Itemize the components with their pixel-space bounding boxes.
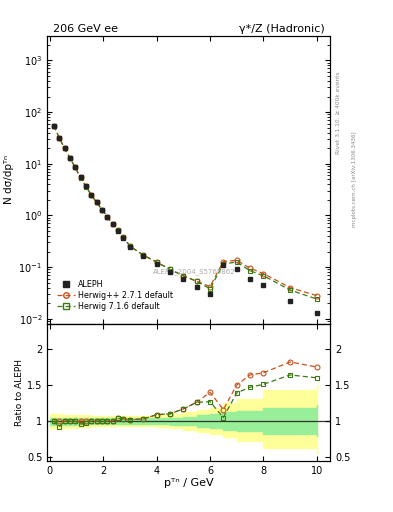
Text: γ*/Z (Hadronic): γ*/Z (Hadronic)	[239, 25, 325, 34]
Y-axis label: N dσ/dpᵀⁿ: N dσ/dpᵀⁿ	[4, 155, 14, 204]
Text: ALEPH_2004_S5765862: ALEPH_2004_S5765862	[153, 268, 236, 275]
X-axis label: pᵀⁿ / GeV: pᵀⁿ / GeV	[164, 478, 213, 488]
Legend: ALEPH, Herwig++ 2.7.1 default, Herwig 7.1.6 default: ALEPH, Herwig++ 2.7.1 default, Herwig 7.…	[54, 276, 176, 314]
Y-axis label: Ratio to ALEPH: Ratio to ALEPH	[15, 359, 24, 426]
Text: mcplots.cern.ch [arXiv:1306.3436]: mcplots.cern.ch [arXiv:1306.3436]	[352, 132, 357, 227]
Text: 206 GeV ee: 206 GeV ee	[53, 25, 118, 34]
Text: Rivet 3.1.10, ≥ 400k events: Rivet 3.1.10, ≥ 400k events	[336, 71, 341, 154]
